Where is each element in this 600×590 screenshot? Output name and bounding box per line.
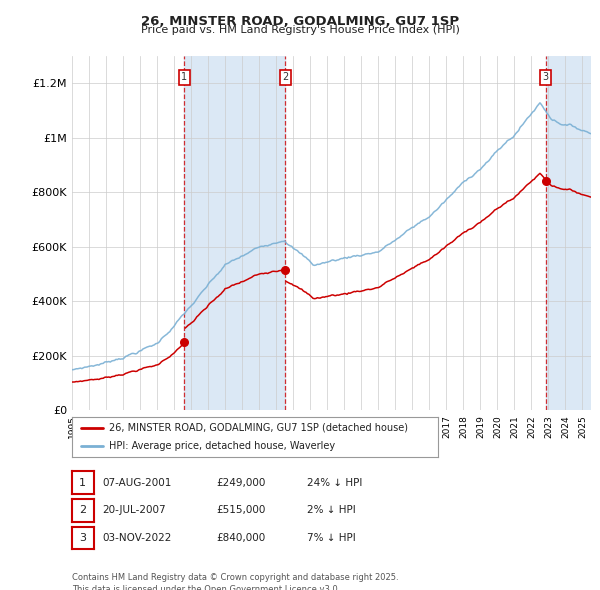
Text: Contains HM Land Registry data © Crown copyright and database right 2025.
This d: Contains HM Land Registry data © Crown c… — [72, 573, 398, 590]
Text: 3: 3 — [79, 533, 86, 543]
Bar — [184, 56, 286, 410]
Text: 2% ↓ HPI: 2% ↓ HPI — [307, 506, 355, 515]
Text: £249,000: £249,000 — [217, 478, 266, 487]
Text: 03-NOV-2022: 03-NOV-2022 — [103, 533, 172, 543]
Text: Price paid vs. HM Land Registry's House Price Index (HPI): Price paid vs. HM Land Registry's House … — [140, 25, 460, 35]
Text: 07-AUG-2001: 07-AUG-2001 — [103, 478, 172, 487]
Text: 20-JUL-2007: 20-JUL-2007 — [103, 506, 166, 515]
Text: 7% ↓ HPI: 7% ↓ HPI — [307, 533, 355, 543]
Text: 1: 1 — [79, 478, 86, 487]
Text: 26, MINSTER ROAD, GODALMING, GU7 1SP: 26, MINSTER ROAD, GODALMING, GU7 1SP — [141, 15, 459, 28]
Text: 2: 2 — [79, 506, 86, 515]
Text: 26, MINSTER ROAD, GODALMING, GU7 1SP (detached house): 26, MINSTER ROAD, GODALMING, GU7 1SP (de… — [109, 423, 407, 433]
Text: £515,000: £515,000 — [217, 506, 266, 515]
Text: 1: 1 — [181, 73, 187, 82]
Text: HPI: Average price, detached house, Waverley: HPI: Average price, detached house, Wave… — [109, 441, 335, 451]
Bar — [546, 56, 591, 410]
Text: 24% ↓ HPI: 24% ↓ HPI — [307, 478, 362, 487]
Text: £840,000: £840,000 — [217, 533, 266, 543]
Text: 3: 3 — [542, 73, 549, 82]
Text: 2: 2 — [282, 73, 289, 82]
